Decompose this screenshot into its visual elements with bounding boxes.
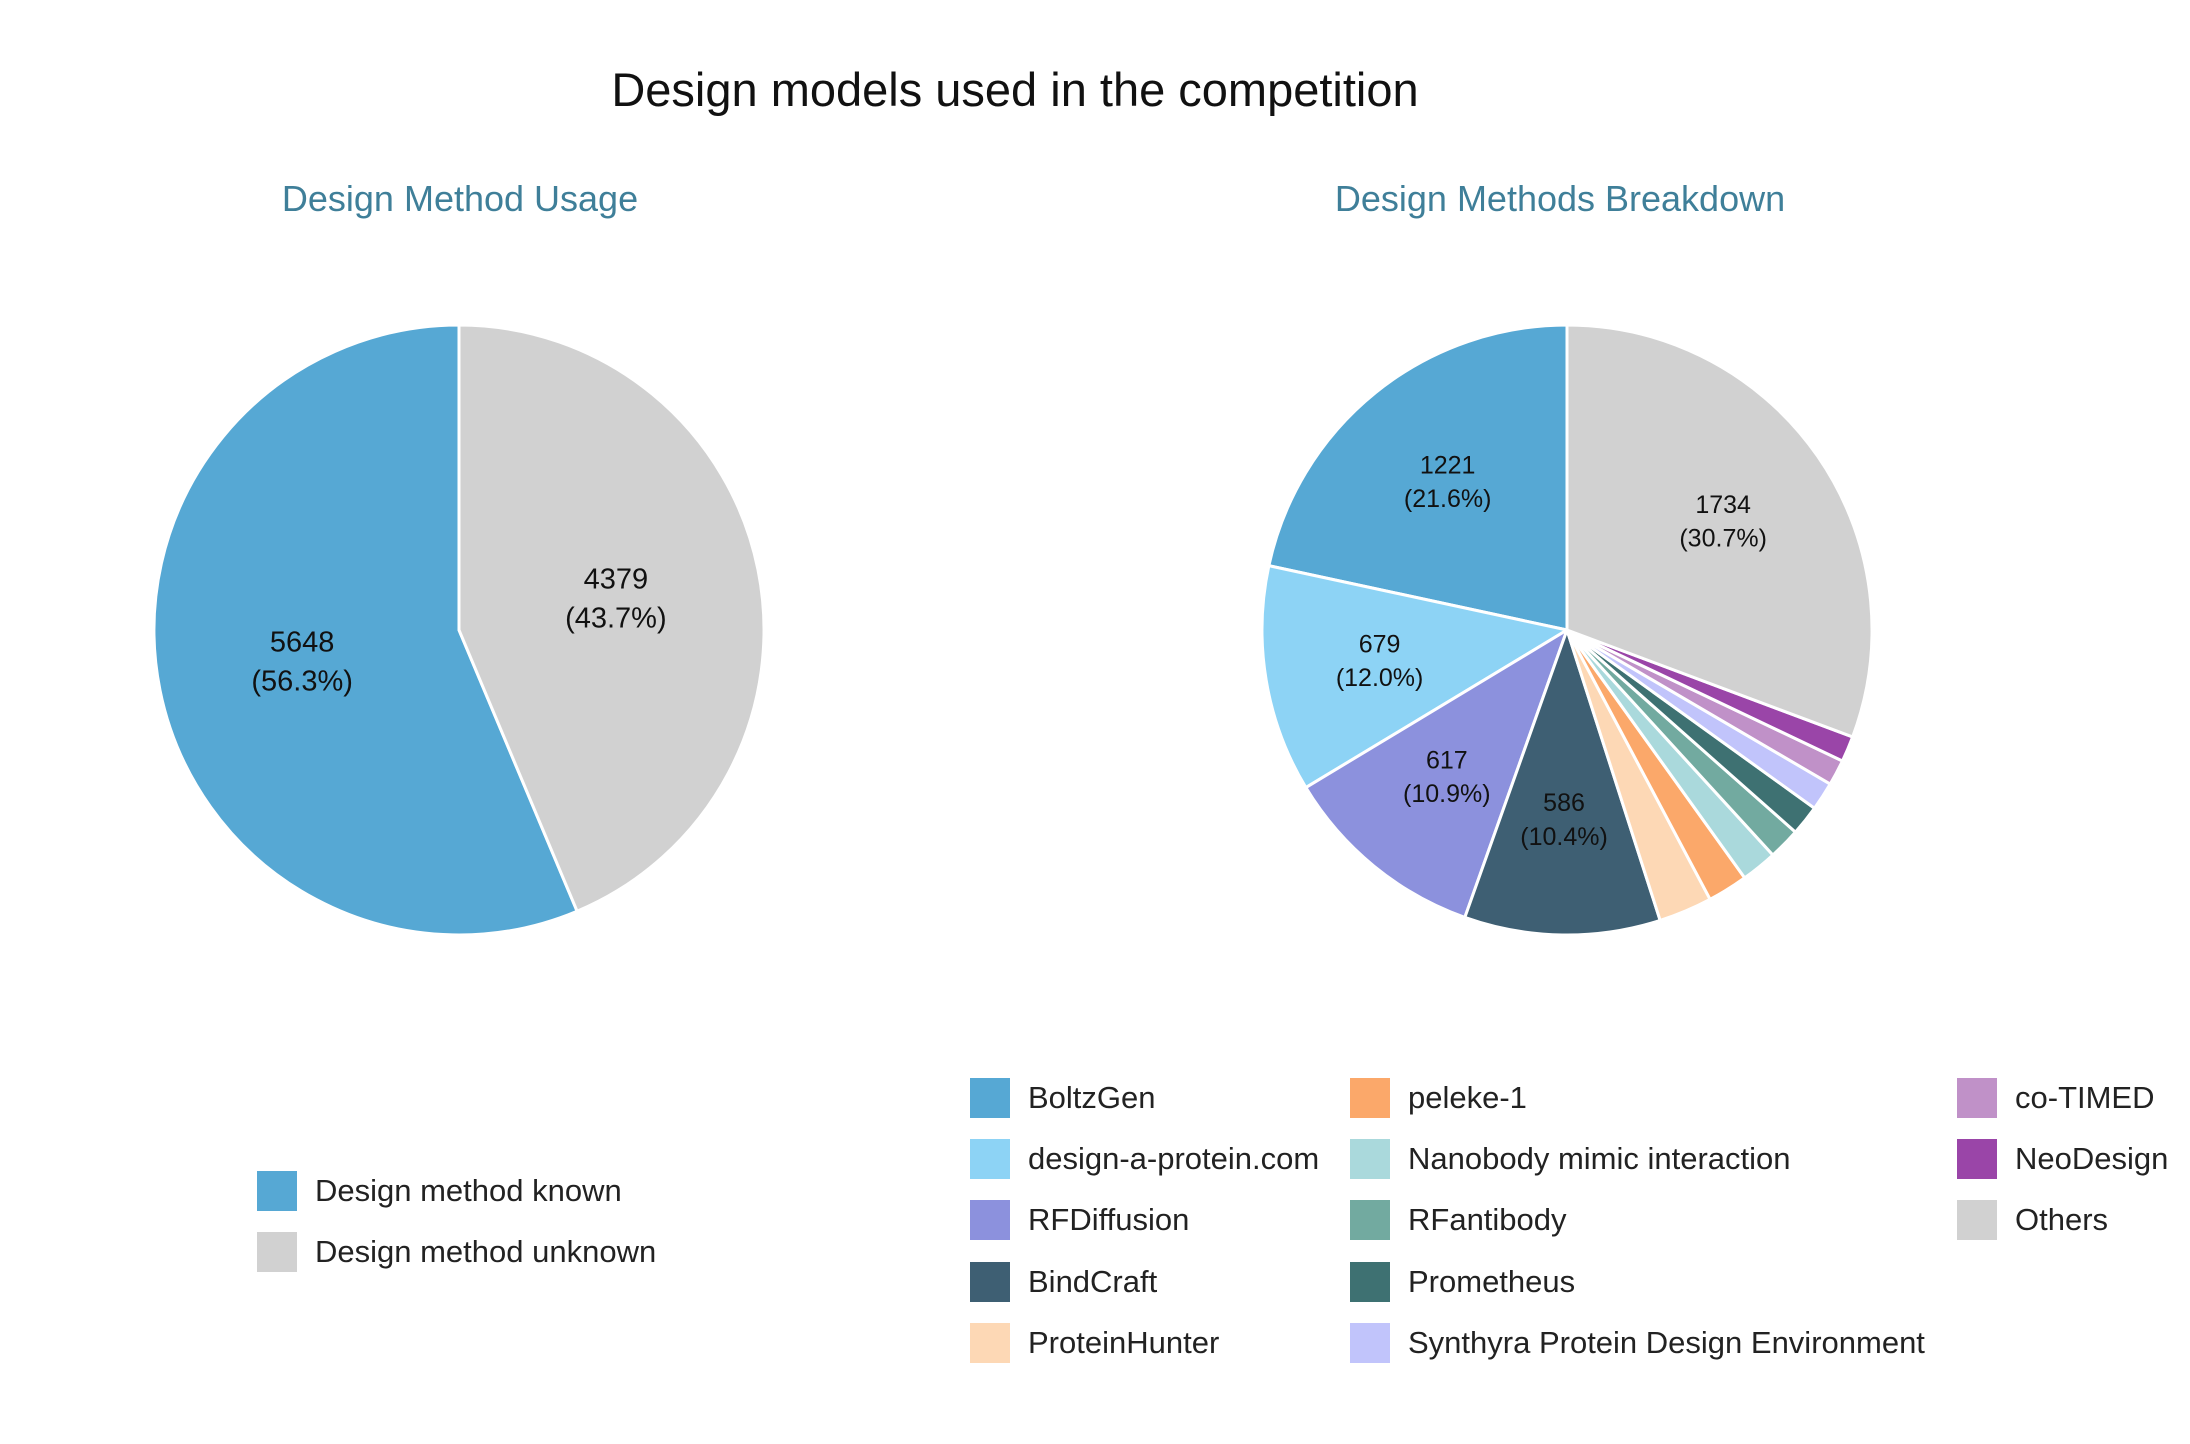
- legend-item-others: Others: [1957, 1200, 2108, 1240]
- legend-label: NeoDesign: [2015, 1141, 2169, 1176]
- legend-label: Others: [2015, 1202, 2109, 1237]
- pie-slice-boltzgen: [1267, 323, 1569, 632]
- legend-swatch: [1350, 1139, 1390, 1179]
- pie-slice-rfdiffusion: [1303, 626, 1570, 920]
- legend-item-co-timed: co-TIMED: [1957, 1078, 2155, 1118]
- legend-label: Synthyra Protein Design Environment: [1408, 1325, 1925, 1360]
- slice-value-design-method-known: 5648: [270, 626, 335, 658]
- legend-label: Design method known: [315, 1173, 622, 1208]
- legend-label: BoltzGen: [1028, 1080, 1156, 1115]
- legend-item-bindcraft: BindCraft: [970, 1262, 1157, 1302]
- legend-swatch: [970, 1200, 1010, 1240]
- slice-value-design-a-protein-com: 679: [1359, 630, 1401, 658]
- legend-swatch: [1350, 1262, 1390, 1302]
- legend-item-design-a-protein-com: design-a-protein.com: [970, 1139, 1319, 1179]
- legend-label: BindCraft: [1028, 1264, 1158, 1299]
- legend-swatch: [970, 1323, 1010, 1363]
- slice-value-boltzgen: 1221: [1420, 451, 1476, 479]
- legend-label: Nanobody mimic interaction: [1408, 1141, 1791, 1176]
- legend-label: peleke-1: [1408, 1080, 1527, 1115]
- slice-value-rfdiffusion: 617: [1426, 746, 1468, 774]
- legend-label: Prometheus: [1408, 1264, 1576, 1299]
- pie-slice-design-method-known: [152, 323, 580, 937]
- slice-percent-bindcraft: (10.4%): [1520, 823, 1608, 851]
- legend-swatch: [1957, 1200, 1997, 1240]
- slice-percent-others: (30.7%): [1679, 525, 1767, 553]
- legend-swatch: [1957, 1078, 1997, 1118]
- slice-percent-design-method-known: (56.3%): [251, 666, 353, 698]
- legend-item-nanobody-mimic-interaction: Nanobody mimic interaction: [1350, 1139, 1791, 1179]
- legend-swatch: [970, 1078, 1010, 1118]
- legend-swatch: [1350, 1078, 1390, 1118]
- legend-swatch: [970, 1139, 1010, 1179]
- legend-label: ProteinHunter: [1028, 1325, 1220, 1360]
- legend-item-rfdiffusion: RFDiffusion: [970, 1200, 1189, 1240]
- legend-swatch: [257, 1171, 297, 1211]
- legend-label: RFDiffusion: [1028, 1202, 1190, 1237]
- slice-value-design-method-unknown: 4379: [584, 563, 649, 595]
- slice-percent-design-a-protein-com: (12.0%): [1336, 664, 1424, 692]
- slice-percent-rfdiffusion: (10.9%): [1403, 780, 1491, 808]
- legend-item-synthyra-protein-design-environment: Synthyra Protein Design Environment: [1350, 1323, 1925, 1363]
- slice-percent-design-method-unknown: (43.7%): [565, 602, 667, 634]
- legend-item-rfantibody: RFantibody: [1350, 1200, 1567, 1240]
- main-title: Design models used in the competition: [611, 63, 1419, 116]
- pie-slice-bindcraft: [1462, 625, 1663, 937]
- legend-item-neodesign: NeoDesign: [1957, 1139, 2168, 1179]
- slice-value-bindcraft: 586: [1543, 789, 1585, 817]
- legend-label: RFantibody: [1408, 1202, 1567, 1237]
- pie-slice-design-method-unknown: [457, 323, 766, 914]
- pie-slice-design-a-protein-com: [1260, 563, 1572, 790]
- legend-swatch: [1350, 1323, 1390, 1363]
- legend-item-prometheus: Prometheus: [1350, 1262, 1575, 1302]
- legend-swatch: [970, 1262, 1010, 1302]
- legend-item-peleke-1: peleke-1: [1350, 1078, 1527, 1118]
- legend-label: co-TIMED: [2015, 1080, 2155, 1115]
- legend-item-design-method-known: Design method known: [257, 1171, 622, 1211]
- slice-percent-boltzgen: (21.6%): [1404, 485, 1492, 513]
- legend-label: Design method unknown: [315, 1234, 657, 1269]
- right-chart-title: Design Methods Breakdown: [1334, 178, 1786, 219]
- pie-slice-others: [1565, 323, 1874, 739]
- legend-swatch: [1350, 1200, 1390, 1240]
- legend-item-design-method-unknown: Design method unknown: [257, 1232, 656, 1272]
- legend-item-proteinhunter: ProteinHunter: [970, 1323, 1219, 1363]
- legend-item-boltzgen: BoltzGen: [970, 1078, 1156, 1118]
- left-chart-title: Design Method Usage: [281, 178, 639, 219]
- legend-label: design-a-protein.com: [1028, 1141, 1320, 1176]
- slice-value-others: 1734: [1695, 491, 1751, 519]
- legend-swatch: [1957, 1139, 1997, 1179]
- legend-swatch: [257, 1232, 297, 1272]
